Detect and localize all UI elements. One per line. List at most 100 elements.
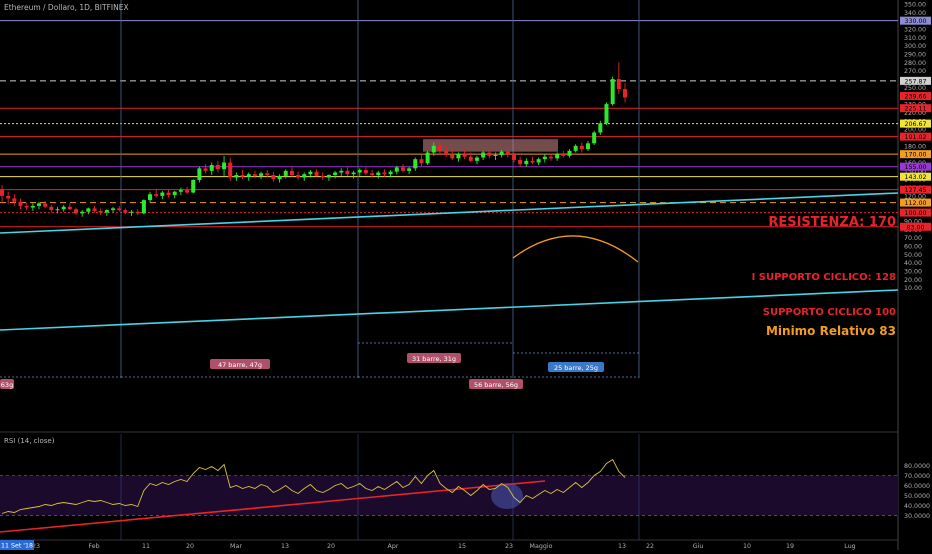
price-tick-0: 350.00 [904, 2, 926, 9]
candle-34 [209, 165, 214, 171]
price-tick-33: 10.00 [904, 285, 922, 292]
candle-78 [481, 152, 486, 158]
candle-29 [178, 190, 183, 192]
price-marker-4 [900, 119, 931, 128]
x-tick-2: 11 [142, 543, 150, 550]
price-marker-3 [900, 104, 931, 113]
candle-46 [283, 170, 288, 176]
candle-33 [203, 168, 208, 171]
price-marker-1 [900, 76, 931, 85]
x-tick-15: 19 [786, 543, 794, 550]
rsi-line [1, 458, 626, 514]
price-marker-0 [900, 16, 931, 25]
candle-42 [259, 173, 264, 176]
price-marker-12 [900, 222, 931, 231]
candle-80 [493, 155, 498, 157]
price-marker-text-5: 191.02 [904, 134, 926, 141]
candle-50 [308, 171, 313, 175]
candle-30 [185, 190, 190, 193]
price-tick-28: 60.00 [904, 243, 922, 250]
x-tick-10: Maggio [530, 543, 553, 550]
candle-73 [450, 155, 455, 159]
x-tick-7: Apr [388, 543, 399, 550]
candle-96 [592, 132, 597, 144]
rsi-tick-2: 60.0000 [904, 483, 930, 490]
candle-87 [536, 159, 541, 163]
cycle-badge-0 [210, 359, 270, 369]
candle-51 [314, 171, 319, 176]
candle-99 [610, 79, 615, 105]
candle-5 [30, 205, 35, 208]
x-tick-6: 20 [327, 543, 335, 550]
candle-2 [12, 198, 17, 202]
price-marker-6 [900, 150, 931, 159]
date-badge-text: 11 Set '18 [1, 543, 33, 550]
cycle-badge-3 [548, 362, 604, 372]
price-tick-12: 220.00 [904, 110, 926, 117]
candle-23 [141, 200, 146, 214]
lower-channel-line [0, 289, 899, 331]
candle-45 [277, 175, 282, 180]
rsi-tick-0: 80.0000 [904, 463, 930, 470]
candle-44 [271, 175, 276, 180]
date-badge [0, 540, 34, 550]
candle-35 [215, 165, 220, 170]
x-tick-9: 23 [505, 543, 513, 550]
candle-11 [67, 206, 72, 210]
candle-9 [55, 209, 60, 211]
candle-53 [326, 175, 331, 178]
candle-52 [320, 175, 325, 178]
candle-55 [339, 170, 344, 173]
candle-16 [98, 210, 103, 213]
price-marker-2 [900, 92, 931, 101]
cycle-badge-text-2: 56 barre, 56g [474, 381, 518, 389]
candle-68 [419, 159, 424, 164]
price-marker-text-7: 155.00 [904, 164, 926, 171]
price-tick-32: 20.00 [904, 277, 922, 284]
x-tick-12: 22 [646, 543, 654, 550]
candle-13 [80, 211, 85, 214]
candle-69 [425, 152, 430, 164]
candle-94 [579, 145, 584, 150]
candle-101 [623, 89, 627, 98]
price-marker-11 [900, 208, 931, 217]
candle-71 [437, 145, 442, 151]
x-tick-11: 13 [618, 543, 626, 550]
price-marker-text-12: 83.00 [906, 224, 924, 231]
chart-title: Ethereum / Dollaro, 1D, BITFINEX [4, 3, 129, 12]
x-tick-1: Feb [88, 543, 99, 550]
candle-95 [585, 143, 590, 150]
candle-60 [370, 173, 375, 176]
price-marker-text-3: 225.11 [904, 106, 926, 113]
price-tick-3: 320.00 [904, 27, 926, 34]
x-tick-5: 13 [281, 543, 289, 550]
candle-74 [456, 154, 461, 159]
candle-59 [363, 170, 368, 174]
candle-64 [394, 167, 399, 172]
candle-21 [129, 211, 134, 213]
price-tick-27: 70.00 [904, 235, 922, 242]
price-tick-16: 180.00 [904, 143, 926, 150]
candle-61 [376, 172, 381, 176]
annotation-3: Minimo Relativo 83 [766, 324, 896, 338]
candle-76 [468, 156, 473, 161]
candle-27 [166, 192, 171, 196]
candle-93 [573, 145, 578, 151]
candle-0 [0, 189, 4, 196]
candle-75 [462, 154, 467, 157]
candle-97 [598, 123, 603, 133]
annotation-1: I SUPPORTO CICLICO: 128 [752, 272, 896, 283]
price-marker-text-2: 239.66 [904, 94, 926, 101]
candle-92 [567, 150, 572, 156]
candle-4 [24, 205, 29, 208]
candle-31 [191, 180, 196, 193]
candle-84 [518, 160, 523, 165]
rsi-band [0, 475, 898, 516]
rsi-tick-3: 50.0000 [904, 493, 930, 500]
candle-54 [333, 172, 338, 176]
price-tick-19: 150.00 [904, 168, 926, 175]
price-tick-7: 280.00 [904, 60, 926, 67]
candle-20 [123, 210, 128, 213]
